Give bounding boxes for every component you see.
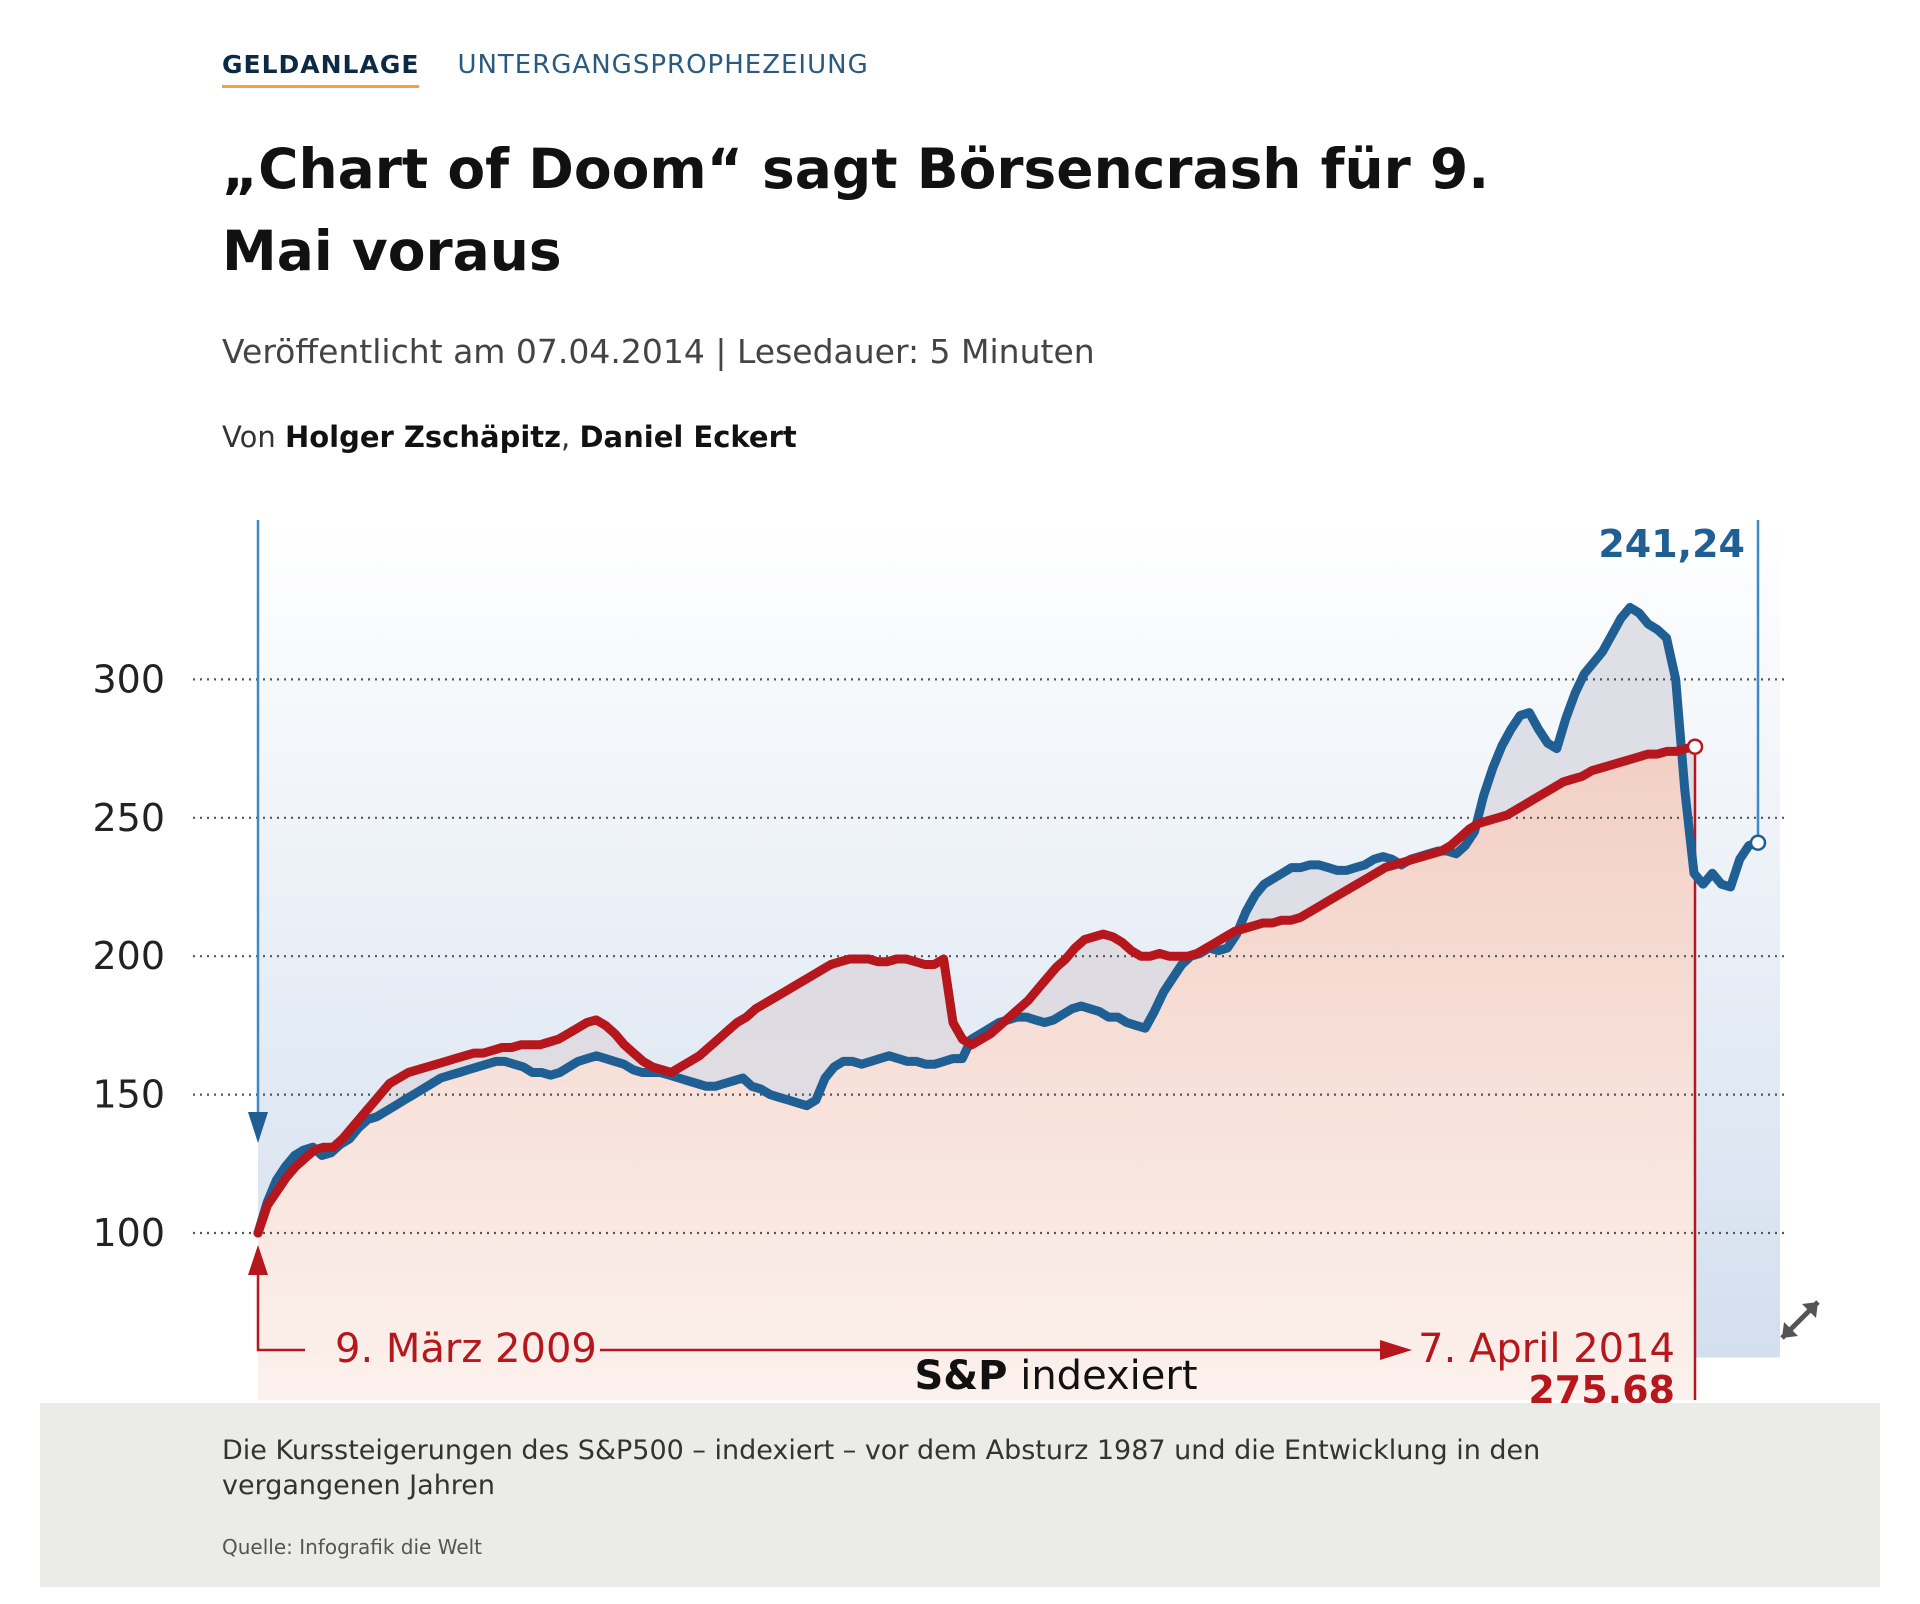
y-tick-label-100: 100 bbox=[92, 1211, 165, 1255]
author-separator: , bbox=[561, 420, 580, 454]
breadcrumb: GELDANLAGE UNTERGANGSPROPHEZEIUNG bbox=[222, 50, 869, 90]
timeline-arrow-icon bbox=[1380, 1340, 1412, 1360]
start-date-label: 9. März 2009 bbox=[335, 1326, 597, 1372]
author-link-2[interactable]: Daniel Eckert bbox=[579, 420, 797, 454]
blue-start-arrow-icon bbox=[248, 1112, 268, 1143]
y-tick-label-250: 250 bbox=[92, 796, 165, 840]
caption-box: Die Kurssteigerungen des S&P500 – indexi… bbox=[40, 1403, 1880, 1587]
caption-text: Die Kurssteigerungen des S&P500 – indexi… bbox=[222, 1435, 1541, 1501]
caption-source: Quelle: Infografik die Welt bbox=[222, 1535, 483, 1559]
series-line-red bbox=[253, 742, 1700, 1238]
author-prefix: Von bbox=[222, 420, 285, 454]
article-meta: Veröffentlicht am 07.04.2014 | Lesedauer… bbox=[222, 332, 1095, 371]
breadcrumb-topic[interactable]: UNTERGANGSPROPHEZEIUNG bbox=[457, 50, 869, 80]
x-axis-label: S&P indexiert bbox=[914, 1353, 1197, 1399]
red-end-point bbox=[1686, 738, 1704, 755]
y-tick-label-150: 150 bbox=[92, 1073, 165, 1117]
blue-end-value-label: 241,24 bbox=[1598, 522, 1745, 566]
article-headline: „Chart of Doom“ sagt Börsencrash für 9. … bbox=[222, 137, 1490, 283]
article-authors: Von Holger Zschäpitz, Daniel Eckert bbox=[222, 420, 797, 454]
author-link-1[interactable]: Holger Zschäpitz bbox=[284, 420, 562, 454]
infographic-chart: 100 150 200 250 300 241,24 9. März 2009 7. A… bbox=[92, 520, 1785, 1403]
y-tick-label-300: 300 bbox=[92, 657, 165, 701]
blue-end-point bbox=[1749, 834, 1767, 851]
expand-arrows-icon[interactable] bbox=[1770, 1290, 1830, 1350]
end-value-label: 275.68 bbox=[1528, 1368, 1675, 1403]
x-axis-label-rest: indexiert bbox=[1008, 1353, 1198, 1399]
red-start-marker-line bbox=[256, 1271, 305, 1352]
chart-red-area bbox=[258, 746, 1695, 1400]
end-date-label: 7. April 2014 bbox=[1418, 1326, 1675, 1372]
y-tick-label-200: 200 bbox=[92, 934, 165, 978]
chart-y-axis: 100 150 200 250 300 bbox=[92, 657, 165, 1255]
breadcrumb-section[interactable]: GELDANLAGE bbox=[222, 50, 420, 88]
x-axis-label-bold: S&P bbox=[914, 1353, 1007, 1399]
red-start-arrow-icon bbox=[248, 1245, 268, 1275]
